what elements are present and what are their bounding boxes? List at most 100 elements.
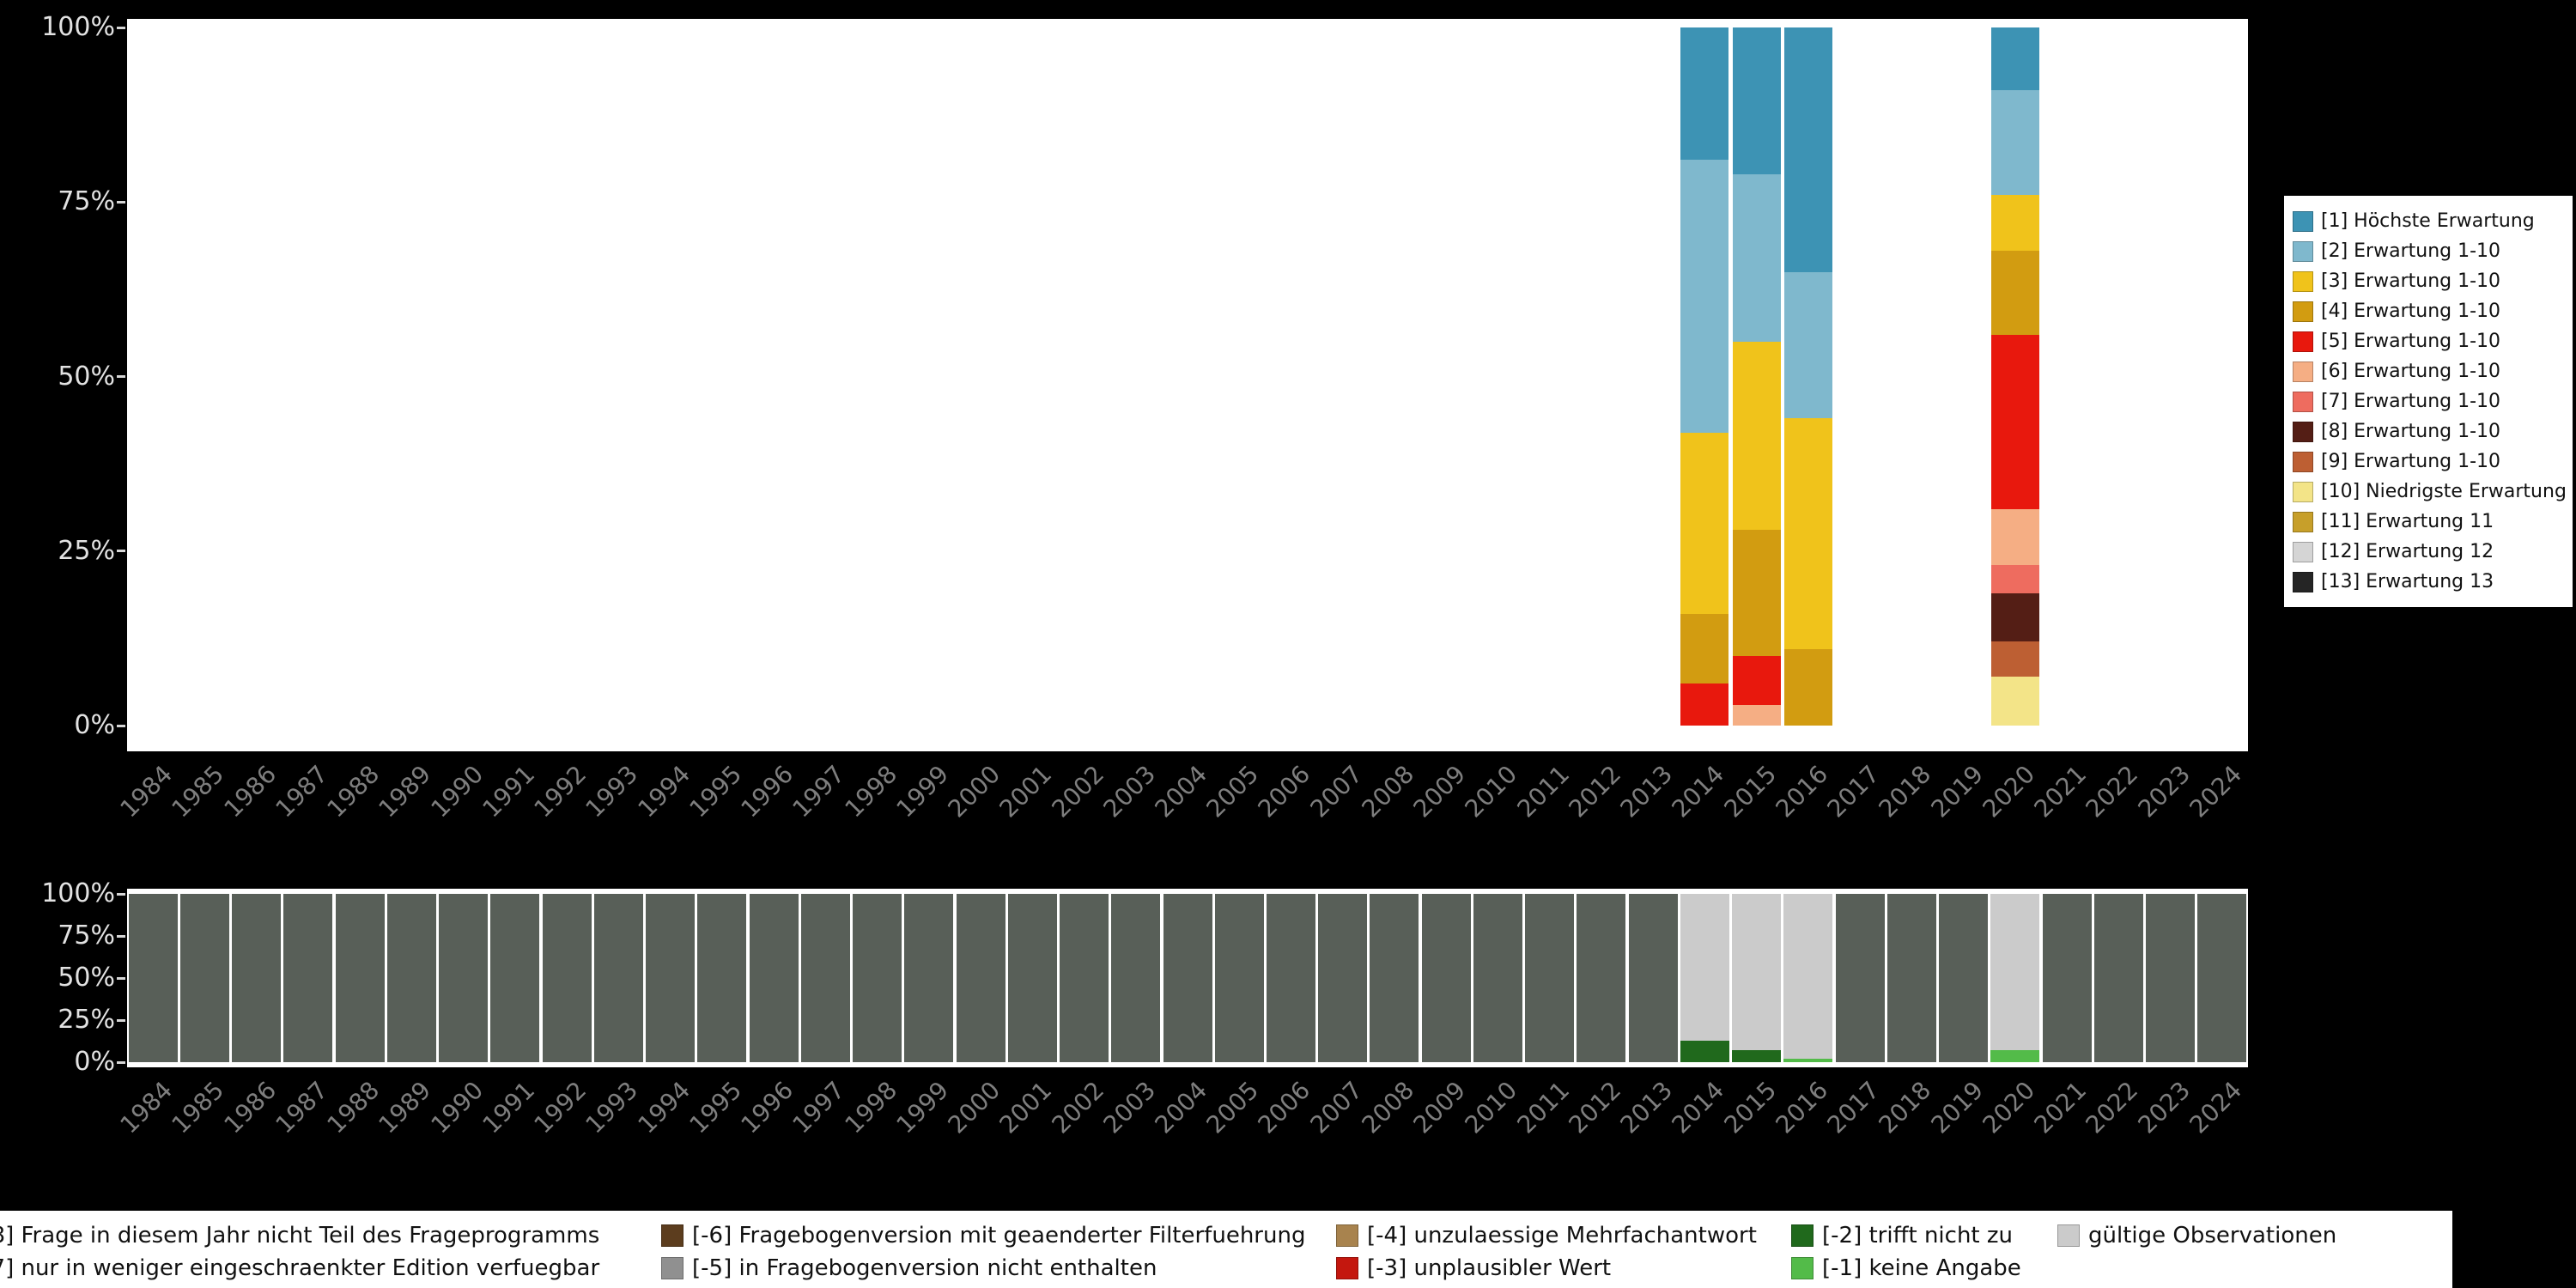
bar-segment--8 [1835, 894, 1885, 1062]
legend-label: [10] Niedrigste Erwartung [2321, 481, 2567, 502]
missing-legend-item--3: [-3] unplausibler Wert [1336, 1255, 1611, 1281]
bar-segment--8 [283, 894, 333, 1062]
legend-item: [13] Erwartung 13 [2293, 567, 2564, 597]
legend-swatch [2293, 331, 2313, 352]
bar-segment--8 [1214, 894, 1264, 1062]
bar-segment-3 [1783, 418, 1832, 649]
stacked-bar-1992 [542, 894, 592, 1062]
stacked-bar-1985 [179, 894, 229, 1062]
bar-segment-3 [1680, 432, 1729, 614]
legend-item: [2] Erwartung 1-10 [2293, 236, 2564, 266]
missing-legend-item-valid: gültige Observationen [2057, 1223, 2336, 1249]
missing-legend-swatch [1336, 1257, 1358, 1279]
legend-swatch [2293, 481, 2313, 502]
bar-segment-2 [1783, 271, 1832, 419]
stacked-bar-1987 [283, 894, 333, 1062]
y-tick-label: 0% [74, 1047, 115, 1077]
bar-segment-5 [1680, 683, 1729, 726]
bar-segment-1 [1783, 27, 1832, 272]
bar-segment-8 [1990, 592, 2039, 642]
bar-segment--8 [1370, 894, 1419, 1062]
bar-segment--8 [1060, 894, 1109, 1062]
bar-segment--8 [1886, 894, 1936, 1062]
bar-segment--8 [179, 894, 229, 1062]
missing-legend-swatch [1791, 1257, 1814, 1279]
bar-segment--1 [1783, 1059, 1833, 1062]
bar-segment--8 [1163, 894, 1212, 1062]
missing-legend-swatch [661, 1224, 683, 1247]
legend-swatch [2293, 301, 2313, 322]
bar-segment--8 [2042, 894, 2092, 1062]
stacked-bar-2020 [1990, 894, 2040, 1062]
bar-segment-1 [1732, 27, 1781, 174]
stacked-bar-2007 [1318, 894, 1368, 1062]
y-tick-mark [117, 976, 125, 980]
bar-segment--8 [904, 894, 954, 1062]
stacked-bar-2015 [1732, 894, 1782, 1062]
missing-legend-item--1: [-1] keine Angabe [1791, 1255, 2021, 1281]
legend-label: [3] Erwartung 1-10 [2321, 270, 2501, 292]
stacked-bar-2013 [1628, 894, 1678, 1062]
stacked-bar-2022 [2093, 894, 2143, 1062]
bar-segment--8 [386, 894, 436, 1062]
legend-item: [9] Erwartung 1-10 [2293, 447, 2564, 477]
bar-segment--8 [593, 894, 643, 1062]
stacked-bar-2008 [1370, 894, 1419, 1062]
missing-chart-plot-area [127, 889, 2248, 1067]
missing-legend-swatch [2057, 1224, 2080, 1247]
y-tick-mark [117, 375, 125, 378]
legend-label: [12] Erwartung 12 [2321, 541, 2494, 562]
stacked-bar-1990 [439, 894, 489, 1062]
bar-segment-2 [1732, 173, 1781, 342]
expectation-chart-plot-area [127, 19, 2248, 751]
legend-item: [12] Erwartung 12 [2293, 537, 2564, 567]
bar-segment--8 [956, 894, 1005, 1062]
legend-swatch [2293, 421, 2313, 442]
legend-item: [6] Erwartung 1-10 [2293, 356, 2564, 386]
missing-legend-swatch [1336, 1224, 1358, 1247]
bar-segment--8 [1318, 894, 1368, 1062]
missing-legend-label: [-4] unzulaessige Mehrfachantwort [1367, 1223, 1757, 1249]
bar-segment--8 [800, 894, 850, 1062]
legend-item: [10] Niedrigste Erwartung [2293, 477, 2567, 507]
legend-label: [4] Erwartung 1-10 [2321, 301, 2501, 322]
stacked-bar-2002 [1060, 894, 1109, 1062]
missing-legend-label: [-5] in Fragebogenversion nicht enthalte… [692, 1255, 1157, 1281]
bar-segment--8 [439, 894, 489, 1062]
y-tick-mark [117, 892, 125, 896]
bar-segment-valid [1680, 894, 1729, 1041]
y-tick-label: 25% [58, 1005, 115, 1035]
missing-legend-swatch [661, 1257, 683, 1279]
legend-swatch [2293, 391, 2313, 412]
y-tick-mark [117, 1060, 125, 1064]
stacked-bar-2006 [1266, 894, 1315, 1062]
missing-legend-label: [-6] Fragebogenversion mit geaenderter F… [692, 1223, 1306, 1249]
stacked-bar-2010 [1473, 894, 1522, 1062]
bar-segment-valid [1783, 894, 1833, 1060]
bar-segment--8 [1266, 894, 1315, 1062]
legend-swatch [2293, 451, 2313, 472]
stacked-bar-1988 [335, 894, 385, 1062]
missing-legend-label: [-8] Frage in diesem Jahr nicht Teil des… [0, 1223, 600, 1249]
stacked-bar-2001 [1007, 894, 1057, 1062]
bar-segment-4 [1990, 251, 2039, 335]
legend-item: [4] Erwartung 1-10 [2293, 296, 2564, 326]
bar-segment--8 [1939, 894, 1989, 1062]
legend-swatch [2293, 571, 2313, 592]
legend-swatch [2293, 240, 2313, 262]
missing-legend-item--2: [-2] trifft nicht zu [1791, 1223, 2013, 1249]
stacked-bar-2014 [1680, 894, 1729, 1062]
y-tick-label: 75% [58, 920, 115, 951]
bar-segment--1 [1990, 1050, 2040, 1062]
legend-item: [1] Höchste Erwartung [2293, 206, 2564, 236]
bar-segment-1 [1680, 27, 1729, 161]
bar-segment--8 [1421, 894, 1471, 1062]
y-tick-label: 75% [58, 186, 115, 217]
bar-segment-1 [1990, 27, 2039, 91]
stacked-bar-1999 [904, 894, 954, 1062]
stacked-bar-1993 [593, 894, 643, 1062]
stacked-bar-1996 [749, 894, 799, 1062]
stacked-bar-2020 [1990, 27, 2039, 726]
bar-segment--8 [542, 894, 592, 1062]
stacked-bar-2009 [1421, 894, 1471, 1062]
